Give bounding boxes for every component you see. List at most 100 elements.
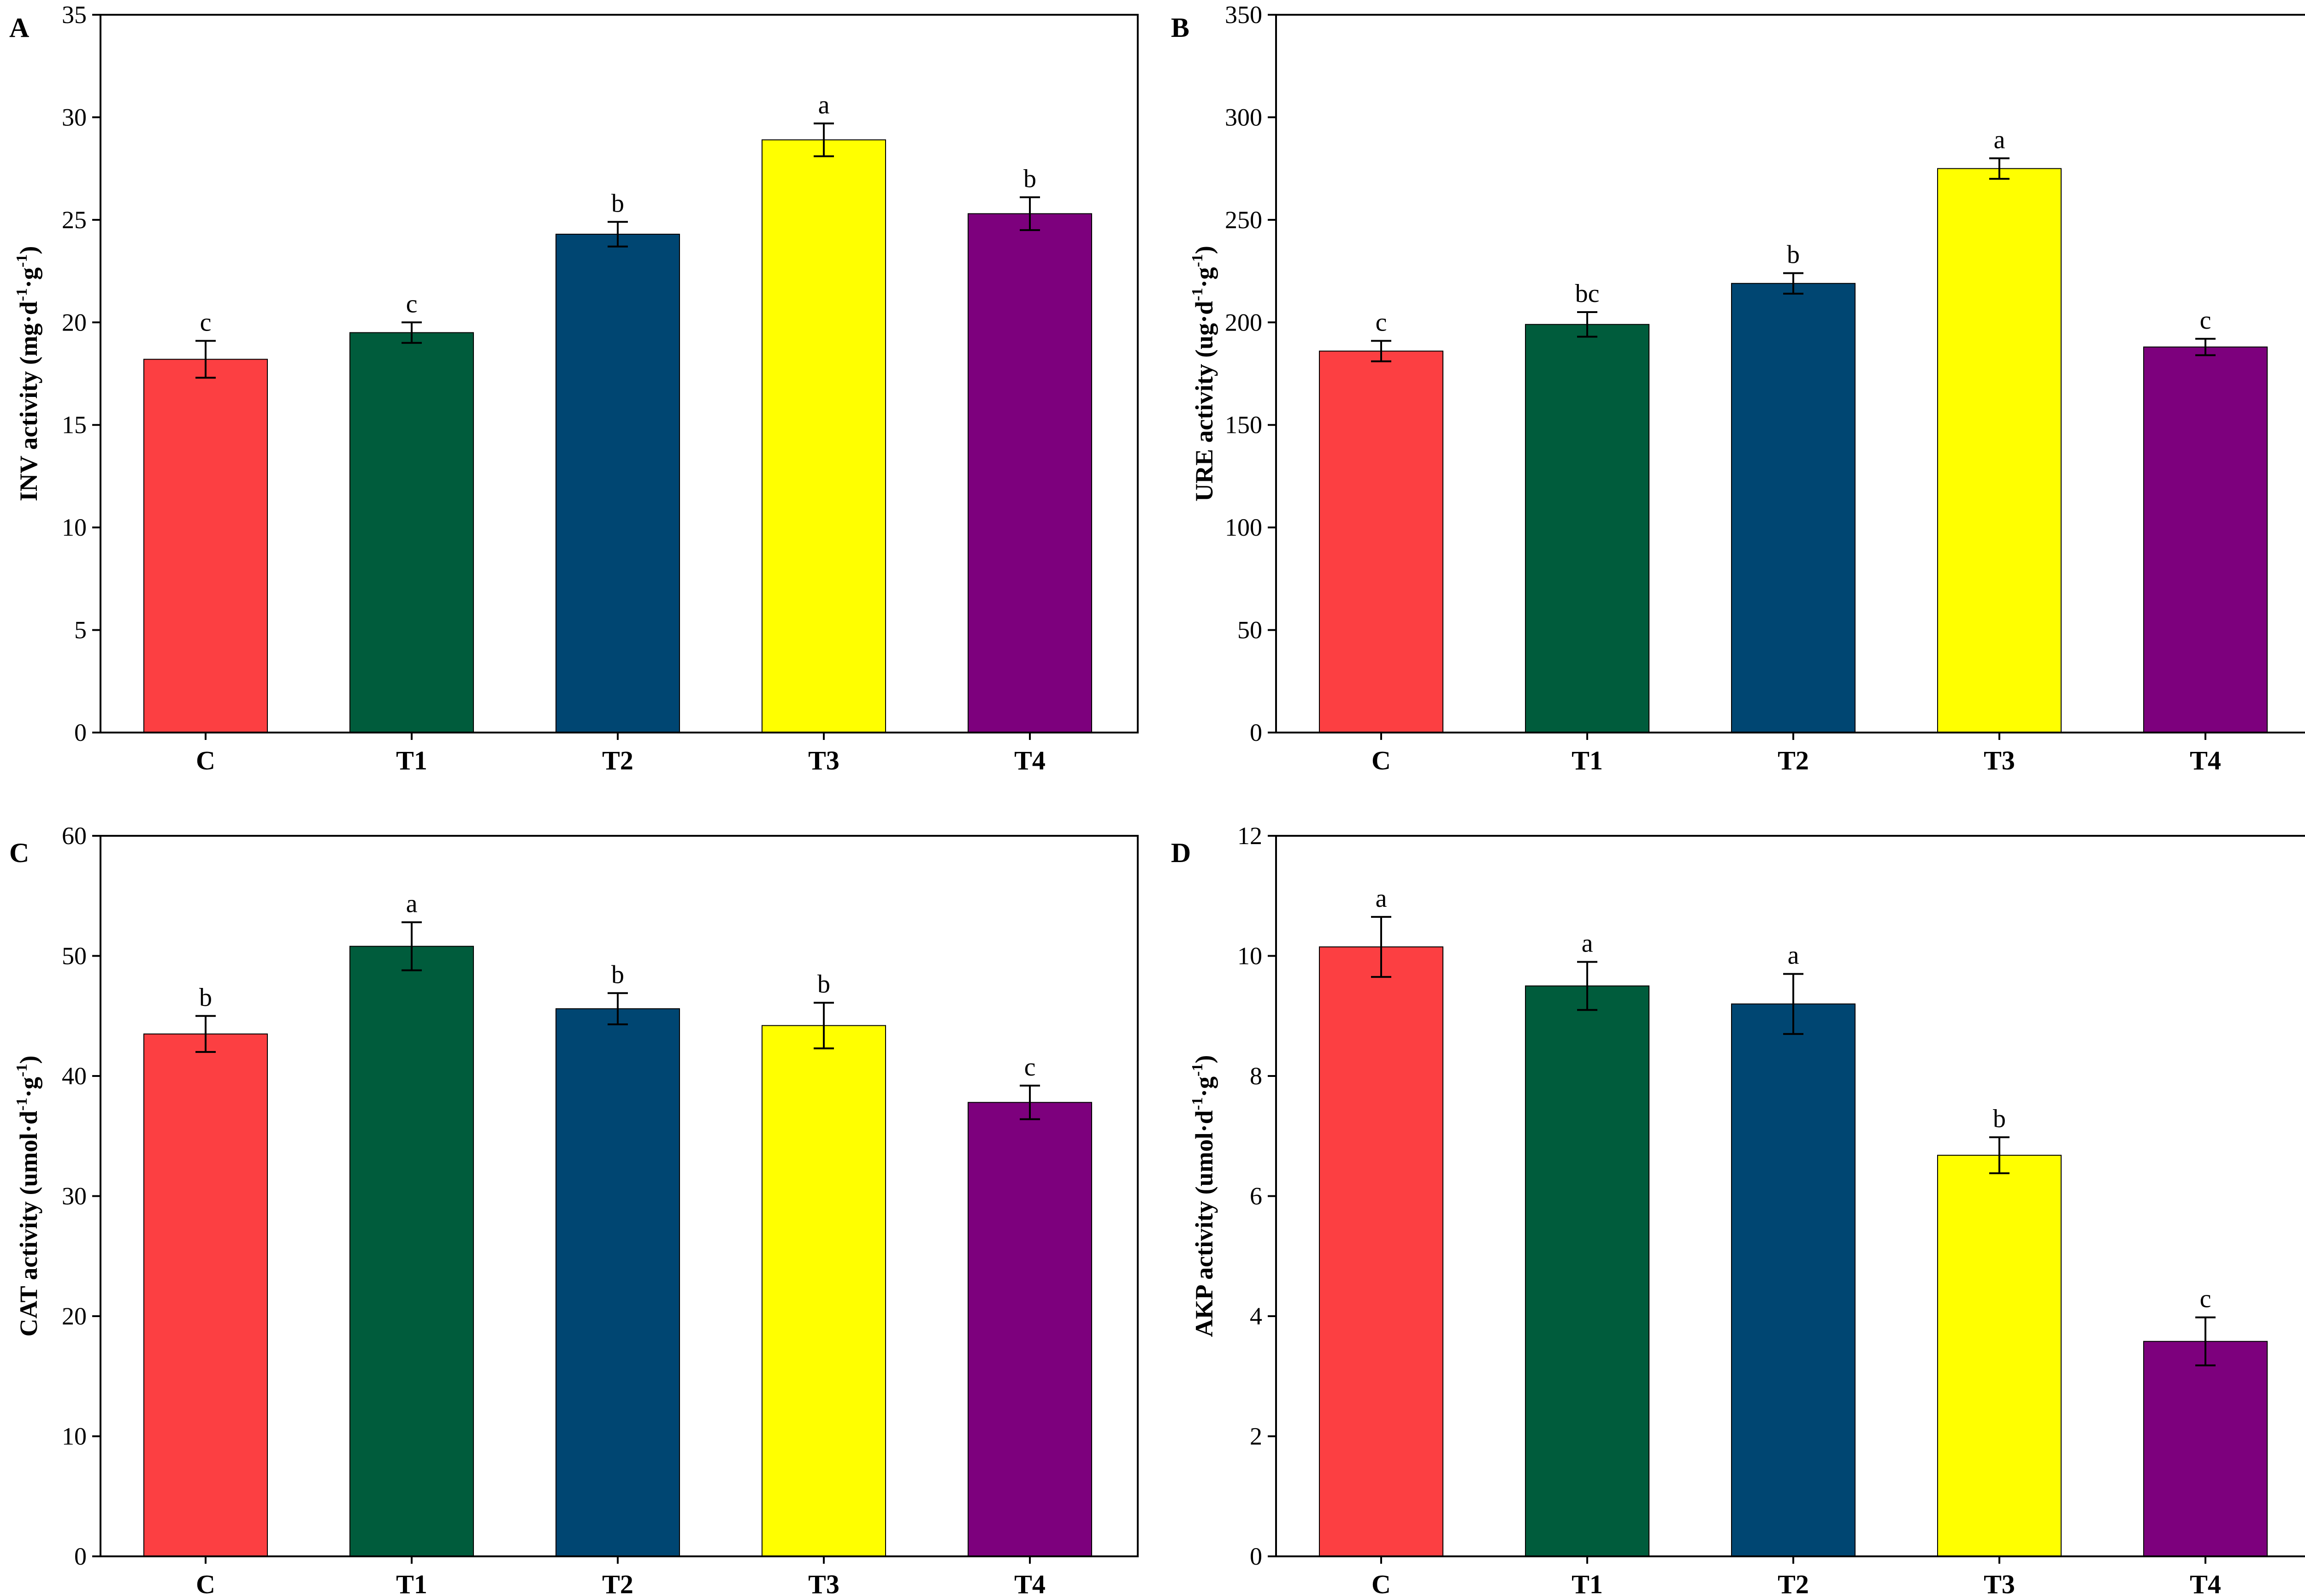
y-axis-label-part: ) [15,1056,42,1064]
bar-t3 [762,139,886,733]
y-axis-label-part: ·g [15,1077,42,1098]
significance-label: c [200,308,212,337]
y-tick-label: 300 [1225,103,1262,131]
y-axis-label-part: ) [1190,246,1218,254]
significance-label: bc [1575,279,1600,308]
y-axis-label-part: -1 [13,288,30,301]
bar-t2 [556,1008,680,1557]
significance-label: a [1376,884,1387,913]
y-tick-label: 15 [62,411,87,439]
bar-t1 [349,332,474,733]
y-axis-label-part: ) [1190,1055,1218,1064]
bar-t3 [1937,1154,2062,1557]
x-tick-label: T2 [602,1569,633,1596]
y-tick-label: 350 [1225,1,1262,29]
x-tick-label: T1 [396,1569,427,1596]
y-tick-label: 250 [1225,206,1262,234]
plot-frame [100,835,1139,1557]
plot-frame [1275,835,2305,1557]
y-tick-label: 200 [1225,308,1262,336]
y-tick-label: 5 [74,616,87,644]
y-axis-label-part: -1 [13,1064,30,1077]
y-axis-label-part: ·g [1190,1076,1218,1097]
significance-label: b [1787,241,1800,269]
y-tick-label: 10 [62,1423,87,1450]
x-tick-label: T2 [602,745,633,775]
significance-label: b [1993,1105,2006,1133]
y-tick-label: 20 [62,1302,87,1330]
y-tick-label: 0 [74,1543,87,1570]
y-tick-label: 40 [62,1062,87,1090]
y-axis-label-part: INV activity (mg·d [15,301,42,501]
y-tick-label: 25 [62,206,87,234]
bar-t1 [1525,985,1649,1557]
bar-t4 [2143,346,2268,733]
bar-t3 [762,1025,886,1557]
x-tick-label: T1 [1572,745,1603,775]
y-axis-label-part: ·g [15,267,42,288]
significance-label: a [1994,125,2005,154]
y-axis-label-part: URE activity (ug·d [1190,301,1218,502]
y-tick-label: 10 [62,514,87,541]
x-tick-label: C [1371,1569,1391,1596]
y-axis-label-part: AKP activity (umol·d [1190,1110,1218,1337]
significance-label: c [2200,1285,2211,1313]
y-tick-label: 0 [1250,1543,1262,1570]
y-tick-label: 35 [62,1,87,29]
x-tick-label: T3 [808,1569,839,1596]
bar-t4 [968,1102,1092,1557]
bar-t3 [1937,168,2062,733]
y-tick-label: 2 [1250,1423,1262,1450]
bar-t4 [2143,1341,2268,1557]
bar-c [1319,946,1443,1557]
y-axis-label-part: -1 [1189,1064,1206,1076]
panel-letter: B [1171,12,1189,43]
x-tick-label: T2 [1778,745,1809,775]
significance-label: c [2200,306,2211,335]
panel-letter: A [9,12,29,43]
panel-a: Ac Cc T1 b T2 a T3 b T4 0 5 10 15 20 25 30 35 INV activit… [9,1,1139,775]
y-axis-label-part: CAT activity (umol·d [15,1111,42,1336]
significance-label: c [1376,308,1387,337]
y-axis-label-part: ) [15,246,42,254]
y-tick-label: 20 [62,308,87,336]
significance-label: a [818,91,830,119]
y-tick-label: 4 [1250,1302,1262,1330]
x-tick-label: T4 [2190,745,2221,775]
x-tick-label: T4 [1014,1569,1046,1596]
y-axis-label-part: -1 [13,1098,30,1111]
bar-t2 [556,233,680,733]
x-tick-label: T1 [1572,1569,1603,1596]
y-tick-label: 6 [1250,1182,1262,1210]
significance-label: b [1023,165,1036,193]
y-tick-label: 30 [62,103,87,131]
x-tick-label: C [196,745,215,775]
y-tick-label: 0 [1250,719,1262,746]
bar-c [1319,350,1443,733]
x-tick-label: C [1371,745,1391,775]
y-tick-label: 50 [62,942,87,970]
y-axis-label: INV activity (mg·d-1·g-1) [13,246,42,502]
y-tick-label: 8 [1250,1062,1262,1090]
significance-label: a [406,890,418,918]
panel-d: Da Ca T1 a T2 b T3 c T4 0 2 4 6 8 10 12 AKP activity (um… [1171,822,2305,1596]
x-tick-label: T1 [396,745,427,775]
y-tick-label: 10 [1237,942,1262,970]
y-tick-label: 12 [1237,822,1262,850]
plot-frame [100,14,1139,733]
plot-frame [1275,14,2305,733]
y-axis-label-part: -1 [1189,1097,1206,1110]
significance-label: a [1788,941,1799,970]
x-tick-label: T4 [2190,1569,2221,1596]
bar-t2 [1731,1003,1856,1557]
significance-label: b [199,983,212,1012]
panel-letter: D [1171,838,1191,868]
panel-c: Cb Ca T1 b T2 b T3 c T4 0 10 20 30 40 50 60 CAT activity… [9,822,1139,1596]
y-axis-label: URE activity (ug·d-1·g-1) [1189,246,1218,502]
panel-letter: C [9,838,29,868]
y-tick-label: 150 [1225,411,1262,439]
bar-t1 [1525,324,1649,733]
y-axis-label-part: -1 [13,254,30,267]
significance-label: c [1024,1053,1036,1082]
